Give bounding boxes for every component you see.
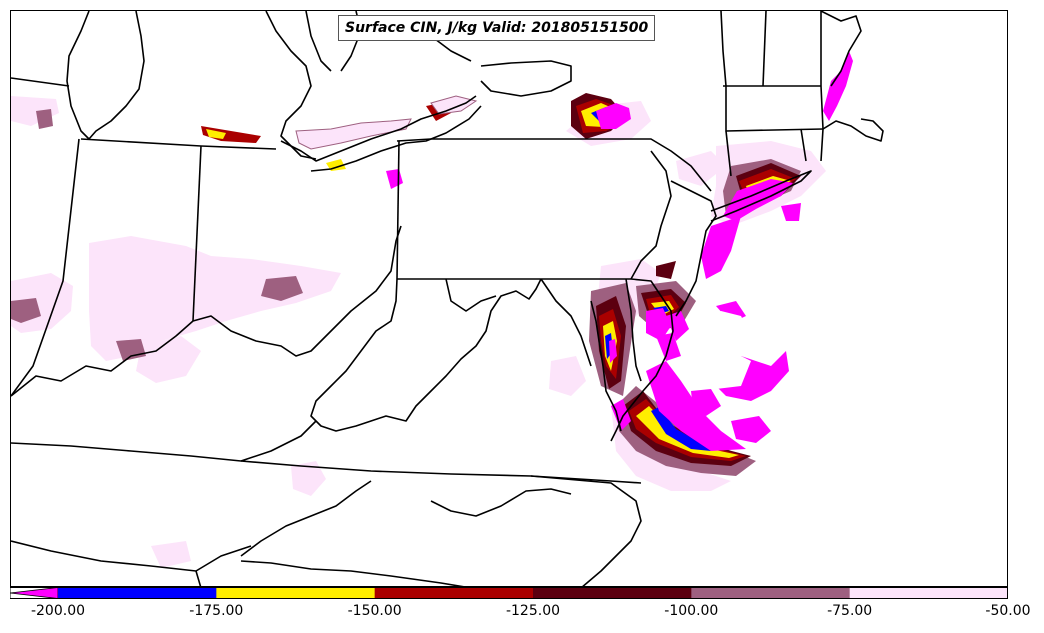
colorbar-bin [58, 587, 217, 599]
map-title: Surface CIN, J/kg Valid: 201805151500 [338, 15, 656, 41]
colorbar-bin [374, 587, 534, 599]
colorbar-extend-triangle [10, 587, 59, 599]
colorbar-tick-label: -50.00 [985, 603, 1031, 619]
colorbar-tick-label: -150.00 [347, 603, 402, 619]
colorbar-bin [691, 587, 851, 599]
map-plot [11, 11, 884, 586]
colorbar-tick-label: -200.00 [30, 603, 86, 619]
map-frame [10, 10, 1008, 587]
colorbar-bin [849, 587, 1008, 599]
colorbar-tick-label: -125.00 [505, 603, 561, 619]
colorbar [10, 587, 1008, 599]
state-boundaries [11, 11, 884, 586]
colorbar-bin [216, 587, 376, 599]
colorbar-tick-label: -100.00 [664, 603, 719, 619]
colorbar-bin [533, 587, 692, 599]
colorbar-tick-label: -175.00 [189, 603, 244, 619]
colorbar-tick-label: -75.00 [827, 603, 873, 619]
